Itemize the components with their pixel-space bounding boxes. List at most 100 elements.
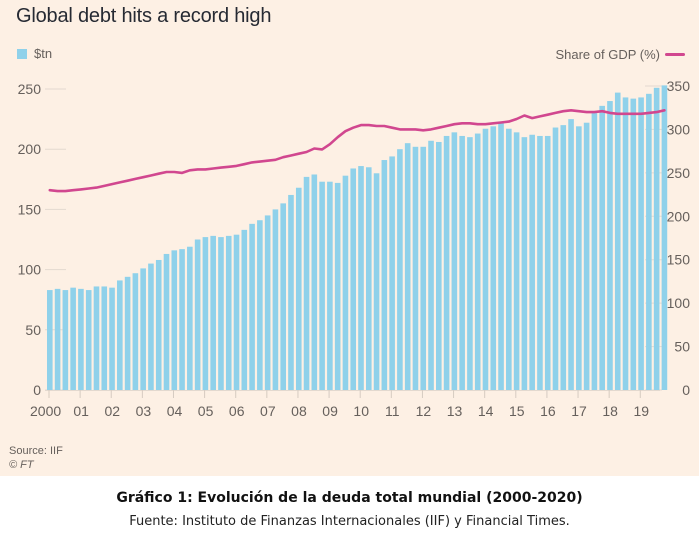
right-axis-tick-label: 350	[667, 78, 691, 94]
source-text: Source: IIF	[9, 445, 63, 457]
debt-bar	[529, 134, 535, 390]
debt-bar	[389, 156, 395, 390]
debt-bar	[171, 250, 178, 390]
debt-bar	[552, 127, 559, 390]
debt-bar	[506, 128, 512, 390]
debt-bar	[303, 176, 310, 390]
debt-bar	[233, 234, 240, 390]
x-axis-tick-label: 08	[291, 403, 307, 419]
chart-title: Global debt hits a record high	[16, 5, 272, 27]
debt-bar	[404, 143, 411, 390]
debt-bar	[653, 87, 660, 391]
debt-bar	[451, 132, 458, 390]
x-axis-tick-label: 19	[633, 403, 649, 419]
debt-bar	[132, 273, 139, 390]
debt-bar	[436, 141, 442, 390]
left-axis-tick-label: 250	[18, 81, 42, 97]
debt-bar	[257, 220, 263, 390]
debt-bar	[420, 146, 427, 390]
debt-bar	[576, 126, 582, 390]
debt-bar	[311, 174, 318, 390]
debt-bar	[140, 268, 146, 390]
right-axis: 0 50 100 150 200 250 300 350	[645, 78, 690, 398]
x-axis-tick-label: 2000	[30, 403, 61, 419]
debt-bar	[334, 182, 341, 390]
debt-bar	[661, 85, 668, 390]
left-axis-tick-label: 50	[25, 322, 41, 338]
x-axis-tick-label: 06	[229, 403, 245, 419]
legend-debt-label: $tn	[34, 46, 53, 61]
debt-bar	[85, 290, 92, 390]
debt-bar	[342, 175, 349, 390]
debt-bar	[62, 290, 69, 390]
debt-bar	[373, 173, 380, 390]
debt-bar	[521, 137, 528, 390]
x-axis-tick-label: 04	[167, 403, 183, 419]
legend-share-gdp: Share of GDP (%)	[555, 47, 685, 62]
debt-bar	[513, 132, 520, 390]
chart-panel: Global debt hits a record high $tn Share…	[0, 0, 699, 476]
debt-bar	[614, 92, 621, 390]
left-axis-tick-label: 200	[18, 141, 42, 157]
x-axis-tick-label: 13	[447, 403, 463, 419]
debt-bar	[194, 239, 201, 390]
right-axis-tick-label: 300	[667, 121, 691, 137]
right-axis-tick-label: 250	[667, 165, 691, 181]
debt-bar	[622, 97, 629, 390]
x-axis-tick-label: 02	[104, 403, 120, 419]
x-axis: 2000 01 02 03 04 05 06 07 08 09 10 11 12 13 14 15 16 17 18…	[30, 390, 660, 419]
x-axis-tick-label: 09	[322, 403, 338, 419]
x-axis-tick-label: 17	[571, 403, 587, 419]
x-axis-tick-label: 14	[478, 403, 494, 419]
x-axis-tick-label: 03	[136, 403, 152, 419]
debt-bar	[163, 253, 170, 390]
debt-bar	[467, 137, 473, 390]
debt-bar	[350, 168, 357, 390]
right-axis-tick-label: 200	[667, 208, 691, 224]
copyright-text: © FT	[9, 459, 34, 471]
debt-bar	[264, 215, 271, 390]
debt-bar	[381, 160, 388, 390]
debt-bar	[202, 237, 209, 390]
debt-bar	[498, 122, 504, 390]
right-axis-tick-label: 0	[682, 382, 690, 398]
debt-bar	[155, 259, 162, 390]
debt-bar	[272, 209, 279, 390]
figure-caption-source: Fuente: Instituto de Finanzas Internacio…	[129, 514, 570, 529]
legend-line-swatch-icon	[665, 53, 685, 56]
x-axis-tick-label: 15	[509, 403, 525, 419]
debt-bar	[101, 286, 108, 390]
debt-bar	[599, 105, 605, 390]
x-axis-tick-label: 18	[602, 403, 618, 419]
debt-bar	[78, 288, 84, 390]
x-axis-tick-label: 07	[260, 403, 276, 419]
debt-bar	[397, 149, 403, 390]
debt-bar	[365, 167, 372, 390]
debt-bar	[295, 187, 302, 390]
debt-bar	[47, 290, 53, 390]
debt-bar	[327, 181, 333, 390]
left-axis-tick-label: 150	[18, 201, 42, 217]
bar-series	[47, 85, 668, 391]
debt-bar	[249, 223, 255, 390]
debt-bar	[70, 287, 76, 390]
debt-bar	[583, 122, 590, 390]
figure-caption-title: Gráfico 1: Evolución de la deuda total m…	[116, 490, 583, 506]
debt-bar	[241, 229, 248, 390]
x-axis-tick-label: 05	[198, 403, 214, 419]
debt-bar	[537, 135, 543, 390]
right-axis-tick-label: 50	[674, 339, 690, 355]
left-axis-tick-label: 100	[18, 262, 42, 278]
debt-bar	[187, 246, 193, 390]
debt-bar	[280, 203, 286, 390]
legend-share-gdp-label: Share of GDP (%)	[555, 47, 660, 62]
debt-bar	[607, 101, 613, 390]
legend-bar-swatch-icon	[17, 48, 27, 59]
debt-bar	[474, 133, 481, 390]
source-note: Source: IIF © FT	[9, 444, 63, 472]
x-axis-tick-label: 16	[540, 403, 556, 419]
share-of-gdp-line	[48, 109, 666, 193]
debt-bar	[54, 288, 61, 390]
debt-bar	[179, 249, 185, 390]
debt-bar	[109, 287, 115, 390]
